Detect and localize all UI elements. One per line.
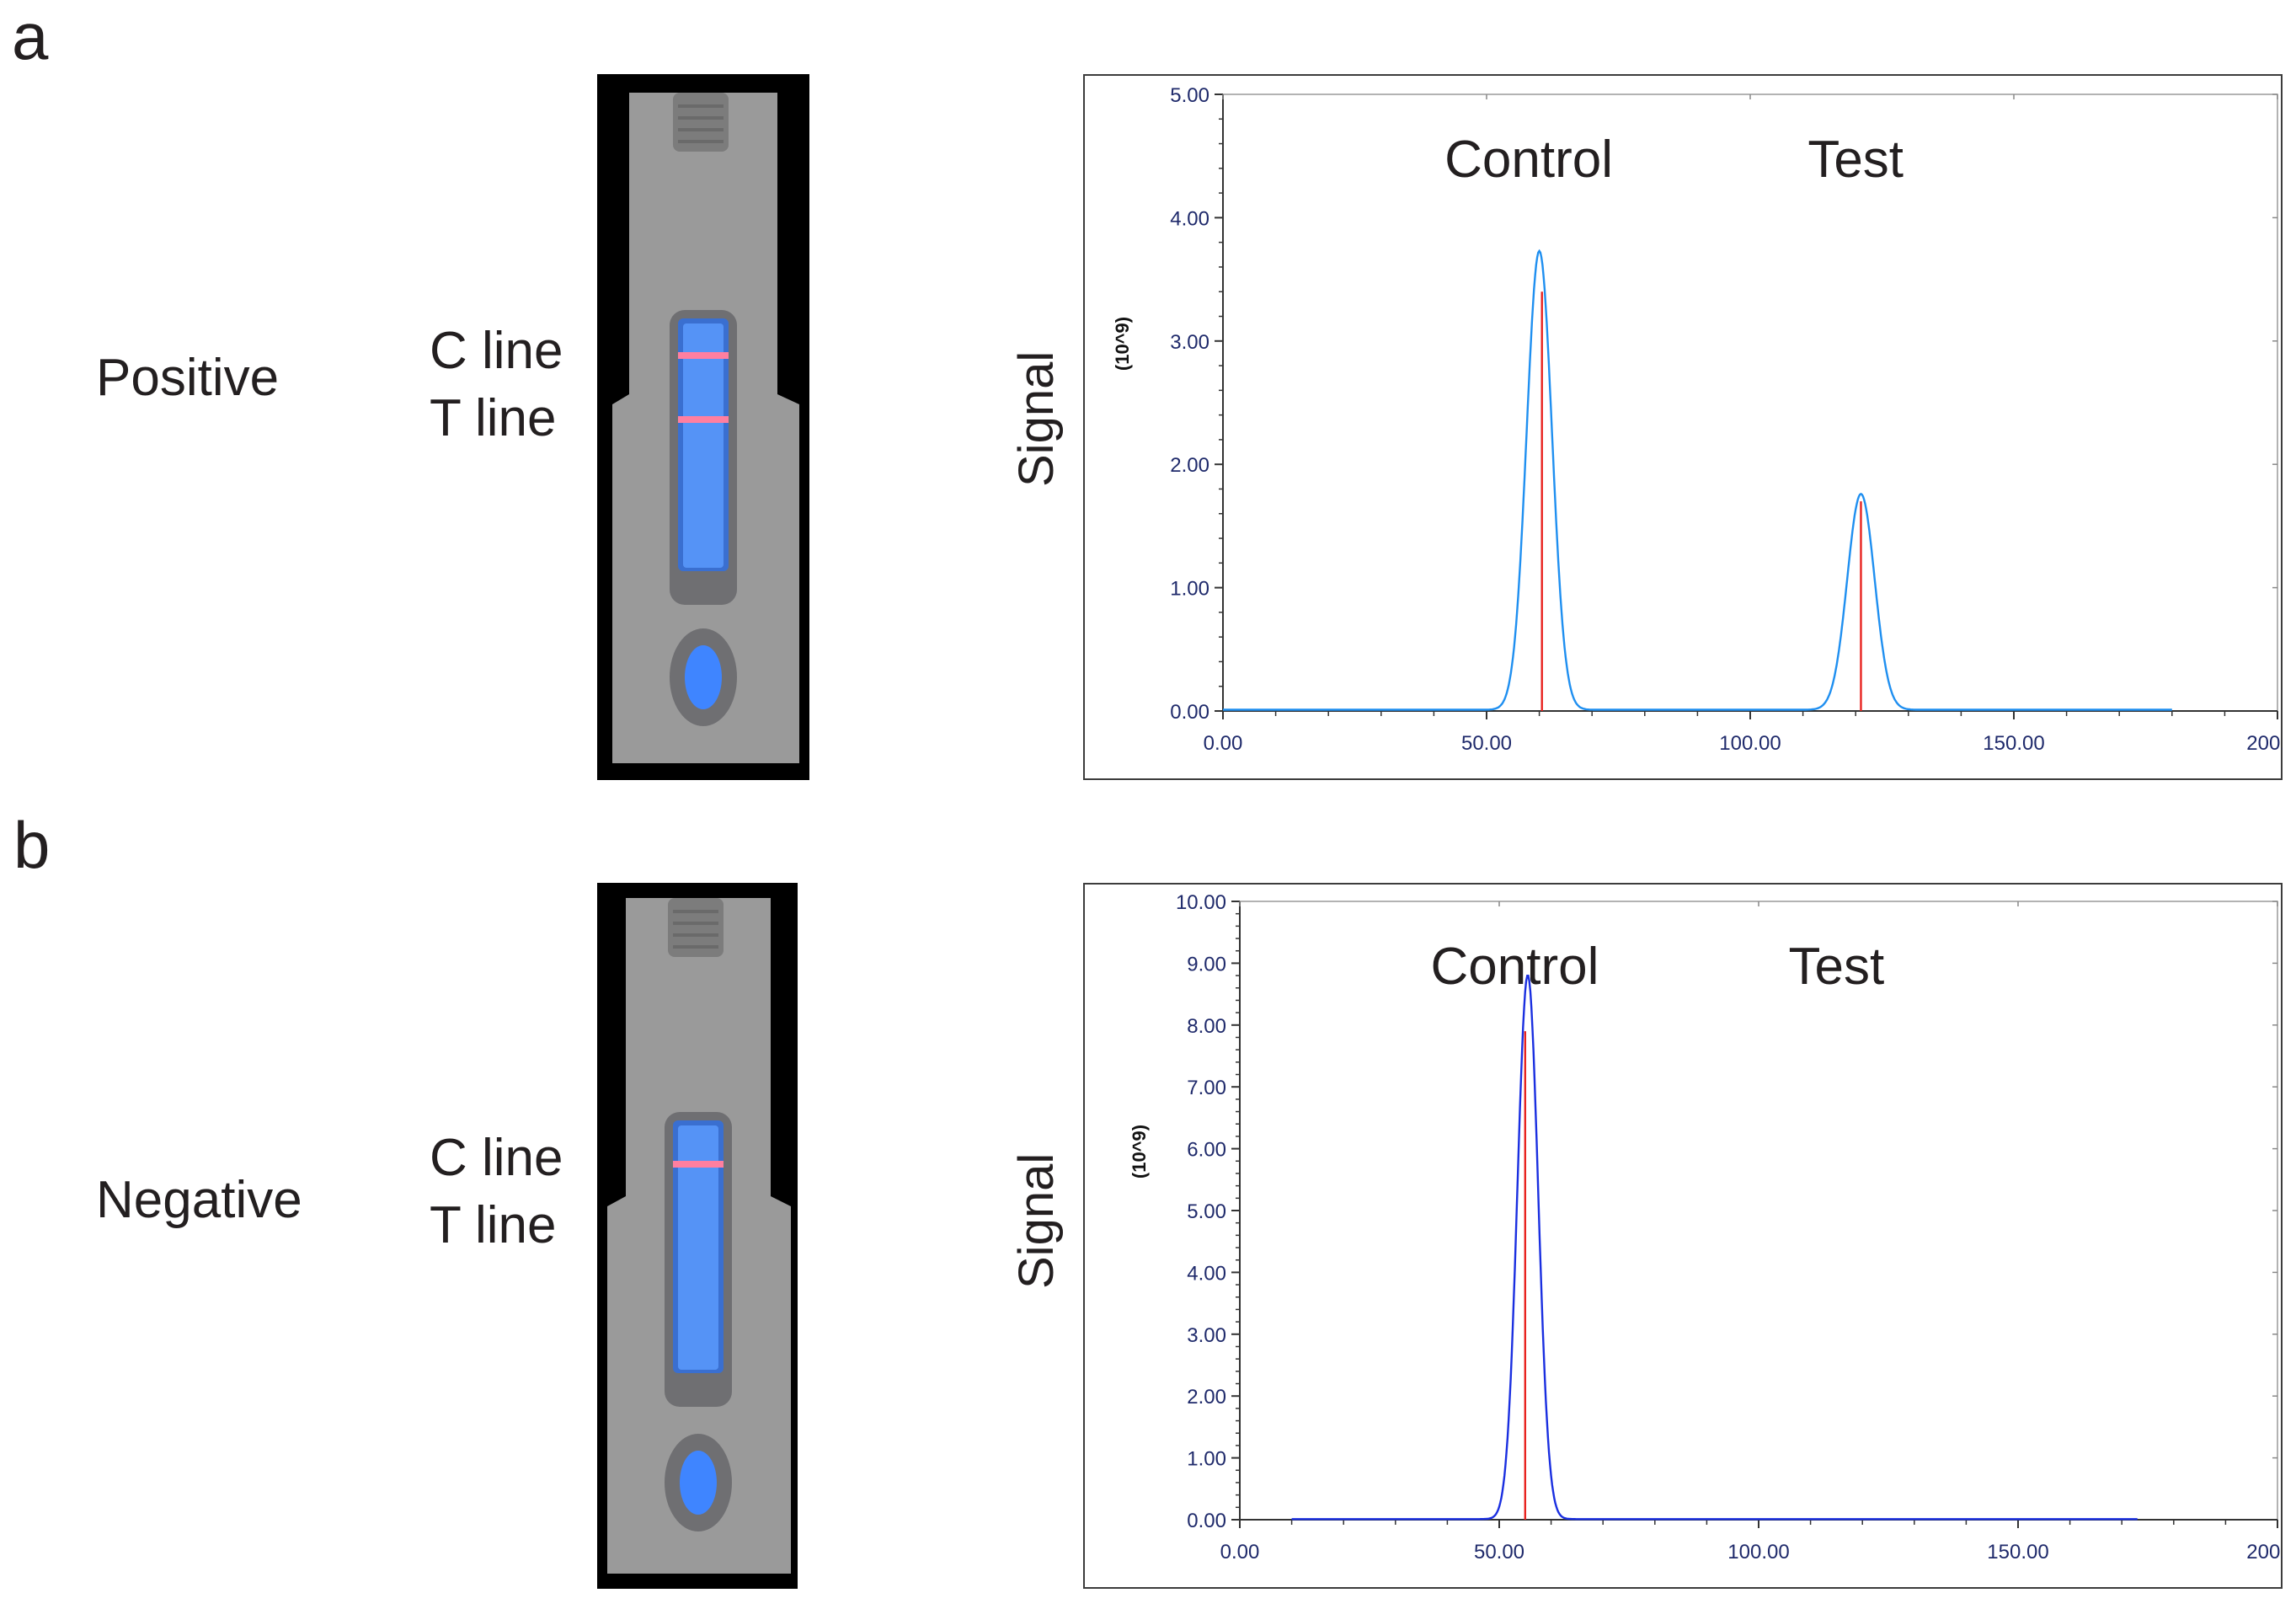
control-line-b	[673, 1161, 724, 1168]
y-tick-label: 8.00	[1187, 1015, 1226, 1038]
y-tick-label: 5.00	[1170, 84, 1209, 107]
y-tick-label: 7.00	[1187, 1077, 1226, 1099]
x-tick-label: 150.00	[1987, 1541, 2048, 1564]
test-line-a	[678, 416, 729, 423]
y-tick-label: 2.00	[1170, 454, 1209, 477]
y-unit-label: (10^9)	[1129, 1125, 1150, 1179]
y-tick-label: 1.00	[1170, 578, 1209, 601]
test-strip-illustration-b	[597, 883, 798, 1589]
chart-svg-b: 0.00 1.00 2.00 3.00 4.00 5.00 6.00 7.00 8.00 9.00…	[1083, 883, 2283, 1589]
test-strip-photo-b	[597, 883, 798, 1589]
x-tick-label: 200.00	[2246, 1541, 2283, 1564]
panel-letter-a: a	[12, 0, 49, 73]
y-tick-label: 3.00	[1170, 331, 1209, 354]
x-tick-label: 0.00	[1220, 1541, 1260, 1564]
control-line-a	[678, 352, 729, 359]
signal-trace	[1291, 974, 2138, 1521]
y-tick-label: 0.00	[1170, 701, 1209, 724]
y-unit-label: (10^9)	[1112, 317, 1133, 371]
y-tick-label: 0.00	[1187, 1510, 1226, 1532]
chart-frame	[1083, 883, 2283, 1589]
annotation-test: Test	[1807, 131, 1904, 189]
annotation-test: Test	[1789, 938, 1885, 996]
y-tick-label: 1.00	[1187, 1448, 1226, 1471]
y-tick-label: 10.00	[1176, 891, 1226, 914]
x-tick-label: 100.00	[1719, 732, 1781, 755]
annotation-control: Control	[1431, 938, 1599, 996]
chart-frame	[1083, 74, 2283, 780]
y-tick-label: 6.00	[1187, 1139, 1226, 1162]
test-strip-photo-a	[597, 74, 809, 780]
signal-trace	[1223, 249, 2172, 711]
signal-chart-b: 0.00 1.00 2.00 3.00 4.00 5.00 6.00 7.00 8.00 9.00…	[1083, 883, 2283, 1589]
y-tick-label: 5.00	[1187, 1200, 1226, 1223]
y-tick-label: 4.00	[1187, 1262, 1226, 1285]
signal-axis-label-a: Signal	[1009, 350, 1064, 487]
c-line-label-b: C line	[430, 1129, 563, 1187]
c-line-label-a: C line	[430, 322, 563, 380]
y-tick-label: 2.00	[1187, 1386, 1226, 1409]
x-tick-label: 0.00	[1204, 732, 1243, 755]
y-tick-label: 4.00	[1170, 207, 1209, 230]
t-line-label-a: T line	[430, 389, 557, 447]
x-tick-label: 50.00	[1474, 1541, 1524, 1564]
x-tick-label: 150.00	[1983, 732, 2044, 755]
signal-chart-a: 0.00 1.00 2.00 3.00 4.00 5.00 (10^9) 0.00 50.00 1…	[1083, 74, 2283, 780]
result-label-negative: Negative	[96, 1171, 302, 1229]
result-label-positive: Positive	[96, 349, 280, 407]
annotation-control: Control	[1444, 131, 1613, 189]
chart-svg-a: 0.00 1.00 2.00 3.00 4.00 5.00 (10^9) 0.00 50.00 1…	[1083, 74, 2283, 780]
x-tick-label: 100.00	[1727, 1541, 1789, 1564]
signal-axis-label-b: Signal	[1009, 1152, 1064, 1289]
t-line-label-b: T line	[430, 1196, 557, 1254]
y-tick-label: 3.00	[1187, 1324, 1226, 1347]
panel-letter-b: b	[13, 808, 51, 882]
x-tick-label: 50.00	[1461, 732, 1512, 755]
test-strip-illustration-a	[597, 74, 809, 780]
y-tick-label: 9.00	[1187, 953, 1226, 976]
x-tick-label: 200.00	[2246, 732, 2283, 755]
